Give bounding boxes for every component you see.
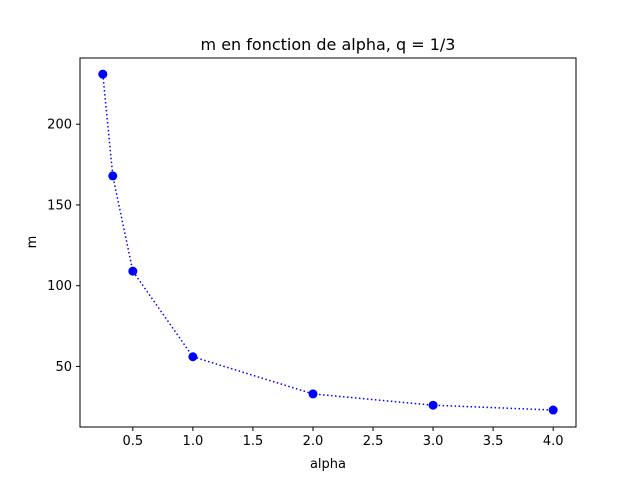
x-tick-label: 1.0	[183, 434, 204, 449]
data-point	[128, 266, 138, 276]
x-tick-label: 3.5	[483, 434, 504, 449]
data-point	[308, 389, 318, 399]
y-tick-label: 150	[47, 198, 72, 213]
chart-title: m en fonction de alpha, q = 1/3	[201, 35, 456, 54]
x-tick-label: 3.0	[423, 434, 444, 449]
y-tick-label: 200	[47, 118, 72, 133]
plot-frame	[79, 57, 577, 428]
y-axis-title: m	[25, 236, 40, 249]
data-point	[98, 69, 108, 79]
series-layer	[98, 69, 558, 415]
plot-area	[80, 58, 576, 427]
data-point	[188, 352, 198, 362]
x-axis-title: alpha	[310, 457, 346, 472]
x-tick-label: 1.5	[243, 434, 264, 449]
y-axis: 50 100 150 200	[47, 118, 80, 375]
data-point	[548, 405, 558, 415]
x-tick-label: 0.5	[122, 434, 143, 449]
x-tick-label: 2.0	[303, 434, 324, 449]
x-tick-label: 4.0	[543, 434, 564, 449]
y-tick-label: 50	[55, 360, 72, 375]
x-axis: 0.5 1.0 1.5 2.0 2.5 3.0 3.5 4.0	[122, 427, 564, 449]
x-tick-label: 2.5	[363, 434, 384, 449]
data-point	[108, 171, 118, 181]
data-point	[428, 400, 438, 410]
y-tick-label: 100	[47, 279, 72, 294]
